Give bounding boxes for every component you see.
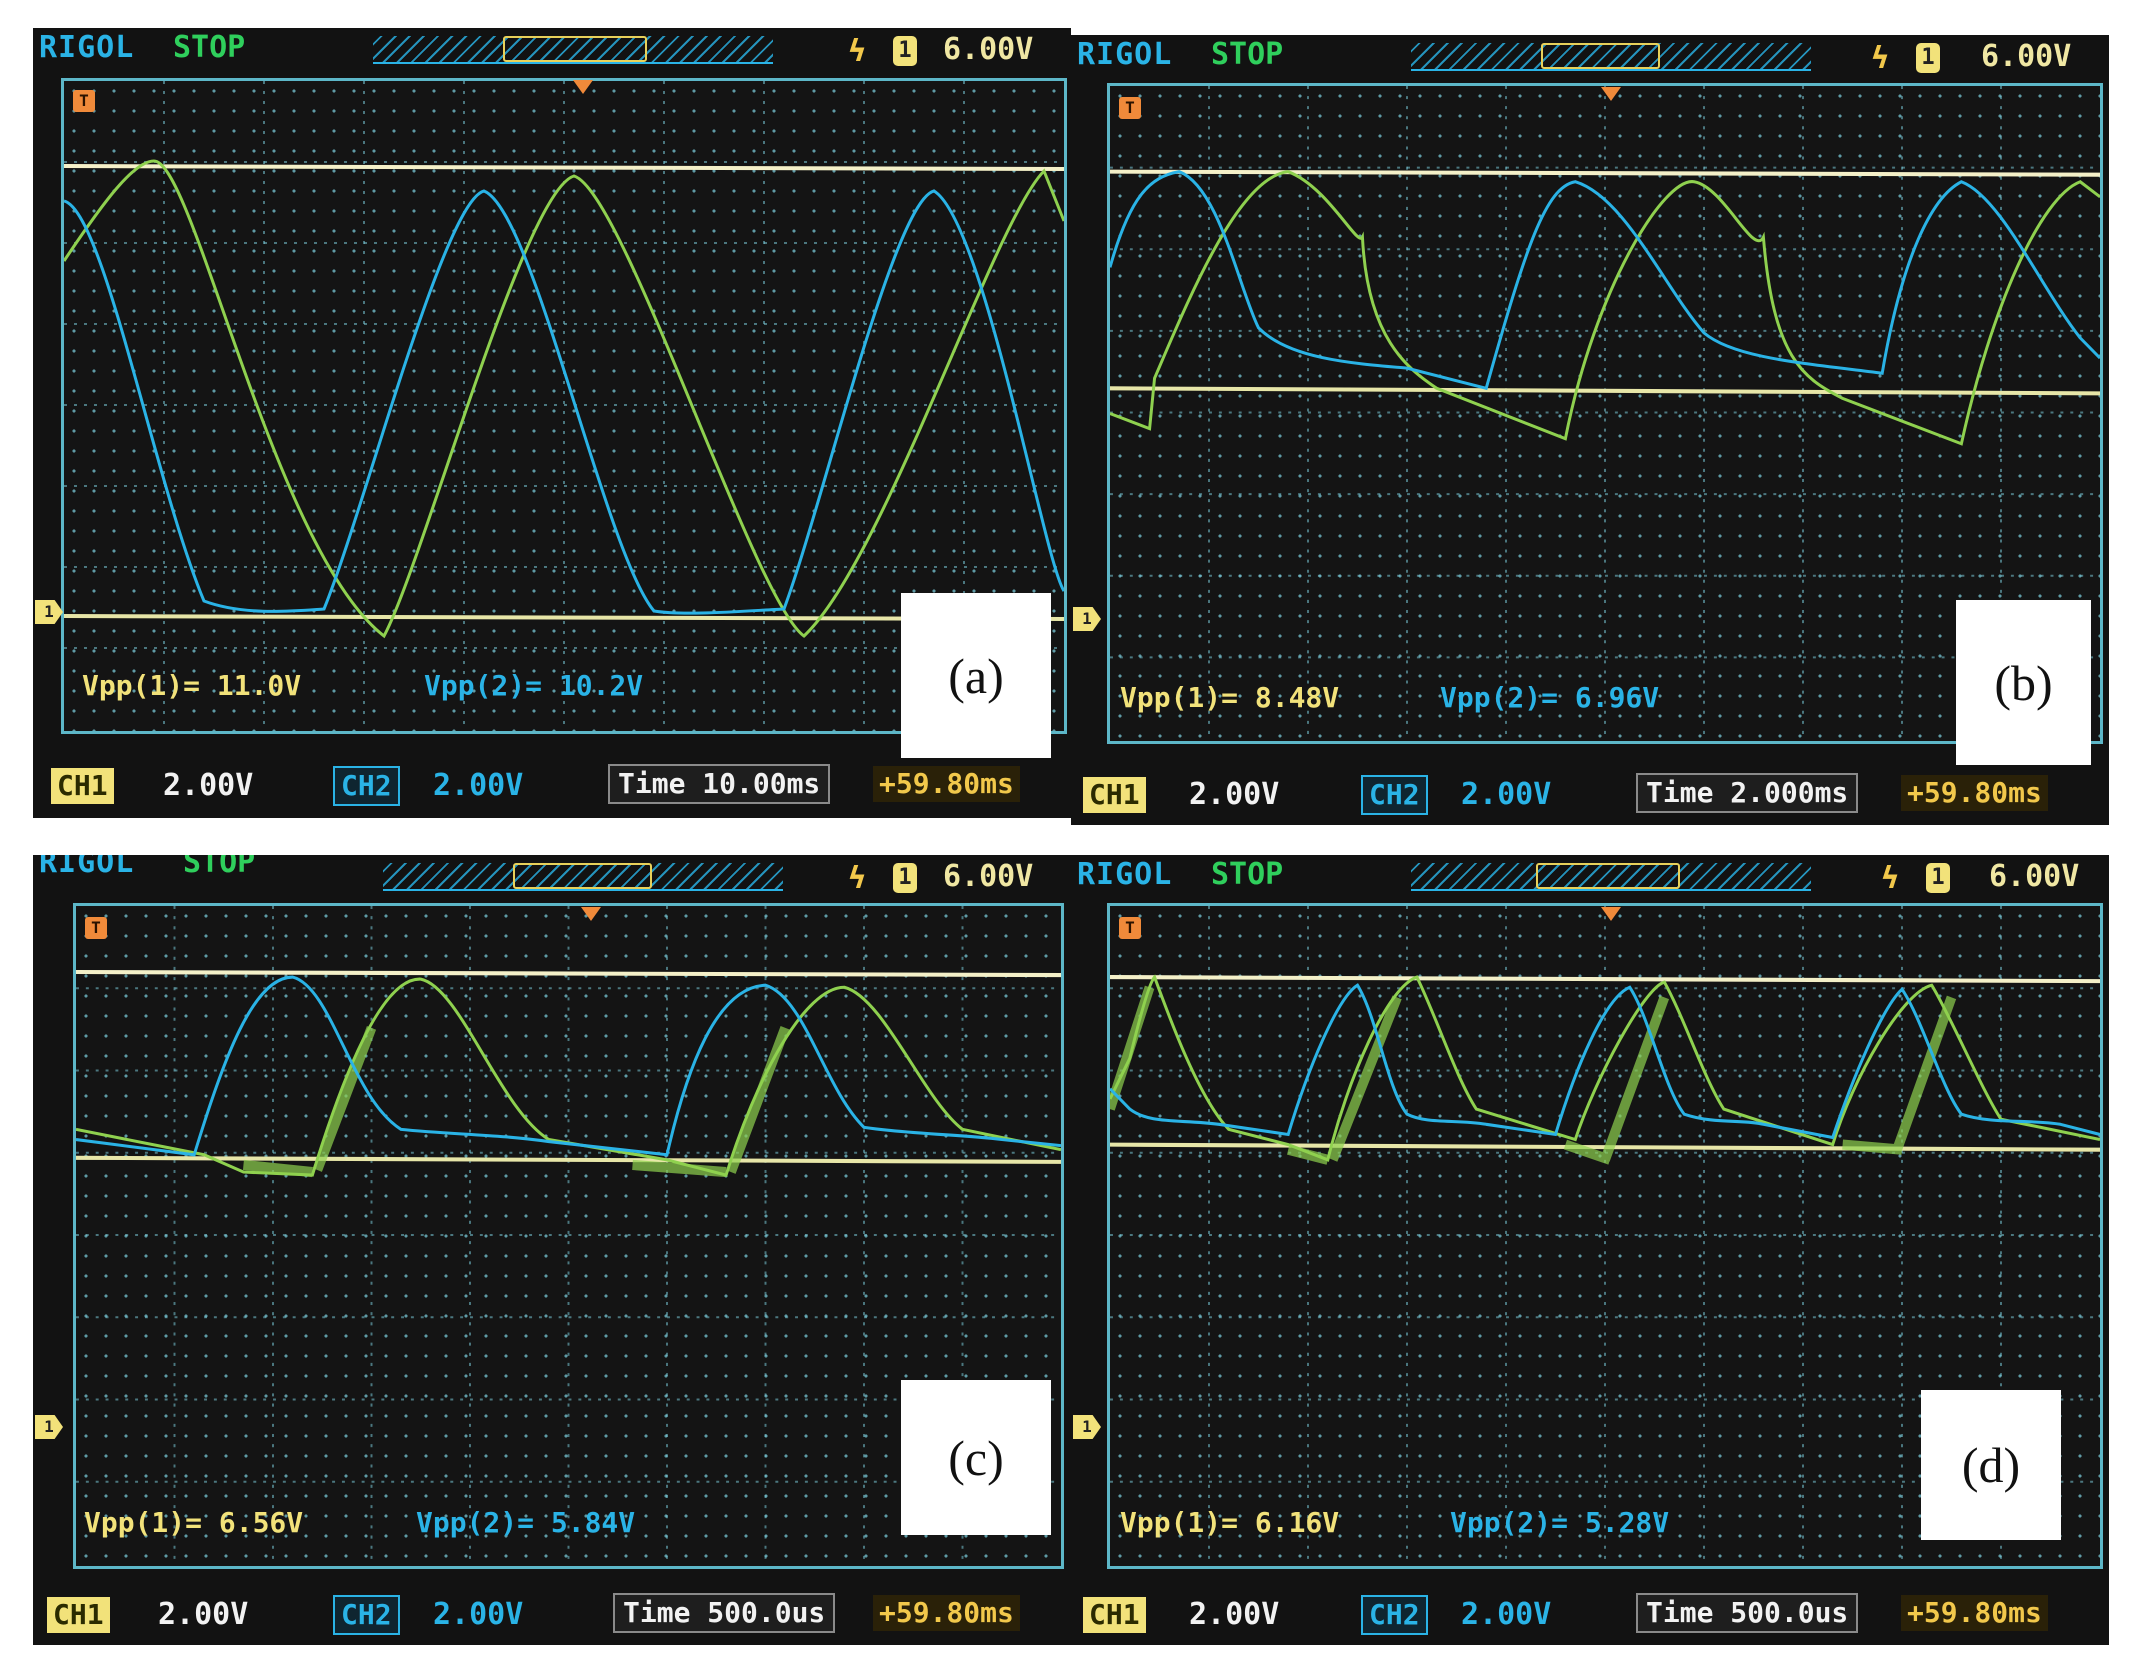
ch1-ground-line — [1110, 386, 2100, 396]
trigger-level: 6.00V — [943, 32, 1034, 67]
trigger-offset-readout: +59.80ms — [873, 766, 1020, 802]
ch1-noise-band — [242, 1025, 790, 1178]
ch2-scale-value: 2.00V — [1461, 777, 1552, 812]
oscilloscope-panel-d: RIGOL STOP ϟ 1 6.00V Vpp(1)= — [1071, 855, 2109, 1645]
vpp-top-reference-line — [1110, 975, 2100, 984]
ch2-trace — [76, 975, 1061, 1157]
ch1-scale-chip: CH1 — [1083, 1597, 1146, 1633]
ch2-scale-value: 2.00V — [433, 768, 524, 803]
waveform-grid: Vpp(1)= 8.48V Vpp(2)= 6.96V — [1107, 83, 2103, 744]
oscilloscope-panel-c: RIGOL STOP ϟ 1 6.00V Vpp(1)= — [33, 855, 1071, 1645]
timebase-readout: Time 10.00ms — [608, 764, 831, 804]
scope-brand: RIGOL — [39, 30, 135, 65]
ch1-trace — [1110, 974, 2100, 1162]
ch2-scale-chip: CH2 — [1361, 1595, 1428, 1635]
trigger-offset-readout: +59.80ms — [1901, 1595, 2048, 1631]
trigger-position-marker — [1601, 907, 1621, 921]
panel-label-a: (a) — [901, 593, 1051, 758]
ch1-level-marker: 1 — [1073, 1415, 1101, 1439]
ch2-scale-value: 2.00V — [1461, 1597, 1552, 1632]
scope-brand: RIGOL — [1077, 37, 1173, 72]
vpp-top-reference-line — [1110, 169, 2100, 177]
ch1-scale-chip: CH1 — [47, 1597, 110, 1633]
ch1-scale-chip: CH1 — [1083, 777, 1146, 813]
ch2-trace — [64, 189, 1064, 615]
vpp1-measurement: Vpp(1)= 6.16V — [1120, 1506, 1340, 1539]
scope-brand: RIGOL — [39, 855, 135, 880]
ch1-scale-value: 2.00V — [163, 768, 254, 803]
memory-depth-bar — [383, 863, 783, 891]
trigger-level: 6.00V — [1981, 39, 2072, 74]
waveform-grid: Vpp(1)= 6.16V Vpp(2)= 5.28V — [1107, 903, 2103, 1569]
ch2-trace — [1110, 170, 2100, 391]
ch1-ground-line — [76, 1155, 1061, 1164]
trigger-position-marker — [573, 80, 593, 94]
vpp1-measurement: Vpp(1)= 8.48V — [1120, 681, 1340, 714]
vpp2-measurement: Vpp(2)= 10.2V — [424, 669, 644, 702]
vpp2-measurement: Vpp(2)= 5.28V — [1450, 1506, 1670, 1539]
oscilloscope-panel-b: RIGOL STOP ϟ 1 6.00V Vpp(1)= 8.48V — [1071, 35, 2109, 825]
ch2-trace — [1110, 983, 2100, 1140]
trigger-offset-readout: +59.80ms — [873, 1595, 1020, 1631]
trigger-channel-badge: 1 — [1926, 863, 1950, 893]
ch1-noise-band — [1110, 985, 1957, 1165]
trigger-edge-icon: ϟ — [848, 861, 867, 896]
timebase-readout: Time 2.000ms — [1636, 773, 1859, 813]
panel-label-d: (d) — [1921, 1390, 2061, 1540]
oscilloscope-panel-a: RIGOL STOP ϟ 1 6.00V Vpp(1)= 11.0V — [33, 28, 1071, 818]
vpp1-measurement: Vpp(1)= 6.56V — [84, 1506, 304, 1539]
trigger-offset-readout: +59.80ms — [1901, 775, 2048, 811]
vpp2-measurement: Vpp(2)= 5.84V — [416, 1506, 636, 1539]
ch1-scale-value: 2.00V — [158, 1597, 249, 1632]
scope-status: STOP — [1211, 857, 1284, 892]
trigger-marker-t: T — [1119, 917, 1141, 939]
timebase-readout: Time 500.0us — [1636, 1593, 1859, 1633]
vpp1-measurement: Vpp(1)= 11.0V — [82, 669, 302, 702]
ch1-ground-line — [64, 614, 1064, 621]
trigger-marker-t: T — [73, 90, 95, 112]
ch1-trace — [64, 159, 1064, 639]
ch2-scale-value: 2.00V — [433, 1597, 524, 1632]
waveform-traces — [1110, 86, 2100, 741]
vpp2-measurement: Vpp(2)= 6.96V — [1440, 681, 1660, 714]
trigger-level: 6.00V — [1989, 859, 2080, 894]
ch1-trace — [1110, 170, 2100, 446]
ch1-level-marker: 1 — [35, 600, 63, 624]
ch2-scale-chip: CH2 — [333, 766, 400, 806]
timebase-readout: Time 500.0us — [613, 1593, 836, 1633]
trigger-position-marker — [581, 907, 601, 921]
trigger-edge-icon: ϟ — [848, 34, 867, 69]
trigger-channel-badge: 1 — [893, 863, 917, 893]
trigger-marker-t: T — [1119, 97, 1141, 119]
ch2-scale-chip: CH2 — [333, 1595, 400, 1635]
vpp-top-reference-line — [64, 164, 1064, 171]
ch2-scale-chip: CH2 — [1361, 775, 1428, 815]
ch1-scale-chip: CH1 — [51, 768, 114, 804]
memory-depth-bar — [1411, 43, 1811, 71]
ch1-level-marker: 1 — [1073, 607, 1101, 631]
trigger-channel-badge: 1 — [893, 36, 917, 66]
trigger-edge-icon: ϟ — [1881, 861, 1900, 896]
ch1-scale-value: 2.00V — [1189, 1597, 1280, 1632]
scope-status: STOP — [183, 855, 256, 880]
ch1-scale-value: 2.00V — [1189, 777, 1280, 812]
trigger-position-marker — [1601, 87, 1621, 101]
scope-status: STOP — [173, 30, 246, 65]
waveform-traces — [76, 906, 1061, 1566]
scope-brand: RIGOL — [1077, 857, 1173, 892]
trigger-marker-t: T — [85, 917, 107, 939]
memory-depth-bar — [1411, 863, 1811, 891]
memory-depth-bar — [373, 36, 773, 64]
trigger-level: 6.00V — [943, 859, 1034, 894]
panel-label-c: (c) — [901, 1380, 1051, 1535]
waveform-grid: Vpp(1)= 11.0V Vpp(2)= 10.2V — [61, 78, 1067, 734]
scope-status: STOP — [1211, 37, 1284, 72]
trigger-edge-icon: ϟ — [1871, 41, 1890, 76]
panel-label-b: (b) — [1956, 600, 2091, 765]
vpp-top-reference-line — [76, 969, 1061, 978]
waveform-grid: Vpp(1)= 6.56V Vpp(2)= 5.84V — [73, 903, 1064, 1569]
ch1-level-marker: 1 — [35, 1415, 63, 1439]
trigger-channel-badge: 1 — [1916, 43, 1940, 73]
